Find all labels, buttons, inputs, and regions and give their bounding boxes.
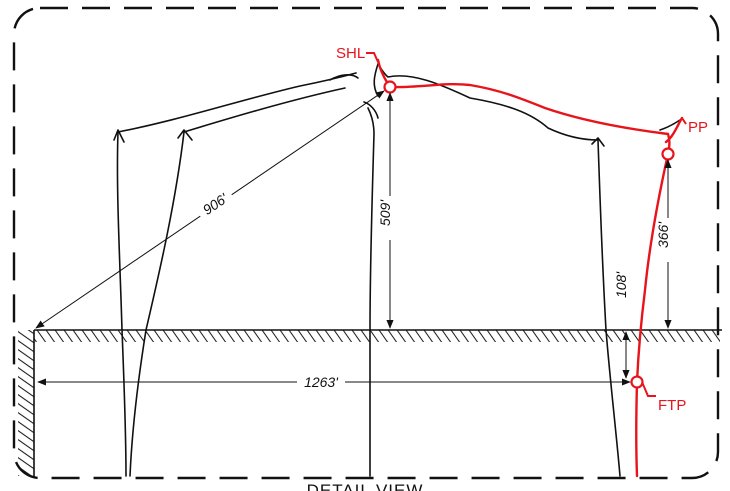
shl-leader — [366, 52, 379, 63]
ftp-label: FTP — [658, 397, 686, 414]
lease-lines — [113, 63, 681, 477]
pp-label: PP — [688, 119, 708, 136]
wellbore-path — [376, 58, 684, 478]
shl-label: SHL — [336, 45, 365, 62]
ftp-marker — [630, 375, 644, 389]
dimension-509-label: 509' — [377, 199, 393, 226]
ground-surface — [18, 329, 722, 478]
dimension-366-label: 366' — [655, 221, 671, 248]
diagram-title: DETAIL VIEW — [307, 481, 424, 491]
shl-marker — [383, 80, 397, 94]
pp-marker — [661, 147, 675, 161]
dimension-108-label: 108' — [613, 271, 629, 298]
dashed-border — [12, 6, 720, 480]
ftp-leader — [641, 381, 656, 397]
pp-leader — [681, 117, 687, 125]
dimension-1263-label: 1263' — [304, 374, 339, 390]
